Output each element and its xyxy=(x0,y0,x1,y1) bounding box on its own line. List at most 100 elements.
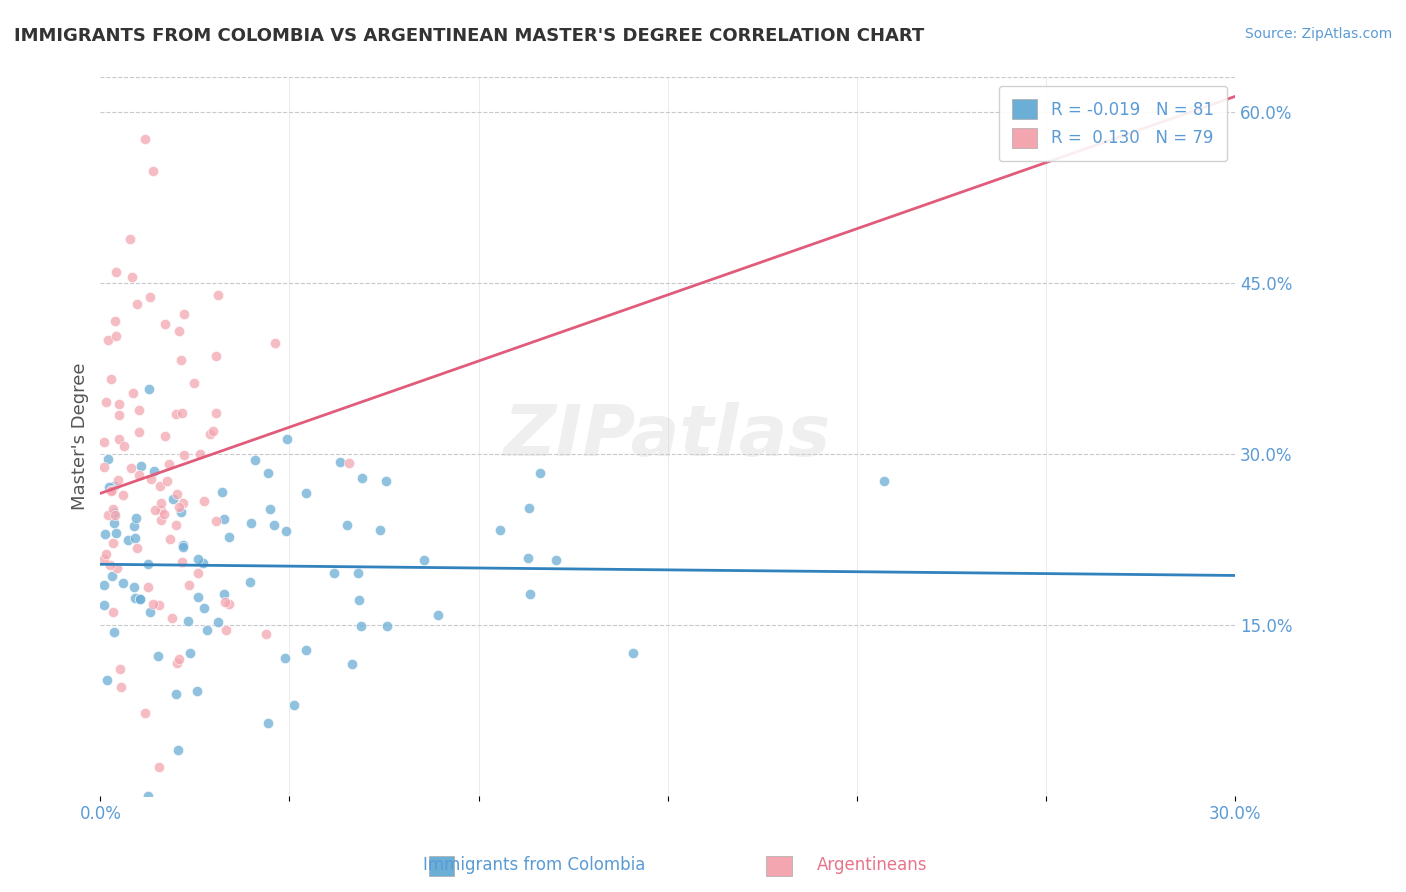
Point xyxy=(143,464,166,478)
Point xyxy=(103,624,125,639)
Point xyxy=(134,132,156,146)
Point xyxy=(150,502,173,516)
Point xyxy=(172,538,194,552)
Point xyxy=(218,530,240,544)
Point xyxy=(142,597,165,611)
Point xyxy=(118,232,141,246)
Point xyxy=(124,591,146,605)
Point xyxy=(107,473,129,487)
Point xyxy=(188,447,211,461)
Point xyxy=(94,548,117,562)
Point xyxy=(347,593,370,607)
Point xyxy=(104,265,127,279)
Point xyxy=(529,467,551,481)
Point xyxy=(172,495,194,509)
Point xyxy=(170,505,193,519)
Text: ZIPatlas: ZIPatlas xyxy=(505,402,831,471)
Point xyxy=(139,605,162,619)
Point xyxy=(329,454,352,468)
Point xyxy=(94,527,117,541)
Point xyxy=(94,394,117,409)
Point xyxy=(93,598,115,612)
Point xyxy=(162,491,184,506)
Point xyxy=(347,566,370,580)
Point xyxy=(172,541,194,555)
Point xyxy=(159,533,181,547)
Point xyxy=(157,457,180,471)
Point xyxy=(264,336,287,351)
Point xyxy=(139,472,162,486)
Text: Source: ZipAtlas.com: Source: ZipAtlas.com xyxy=(1244,27,1392,41)
Point xyxy=(295,486,318,500)
Point xyxy=(101,569,124,583)
Point xyxy=(374,475,396,489)
Point xyxy=(336,518,359,533)
Point xyxy=(152,507,174,521)
Point xyxy=(105,561,128,575)
Point xyxy=(218,597,240,611)
Point xyxy=(193,494,215,508)
Point xyxy=(103,516,125,530)
Point xyxy=(127,541,149,555)
Point xyxy=(104,526,127,541)
Point xyxy=(93,552,115,566)
Point xyxy=(120,461,142,475)
Point xyxy=(143,503,166,517)
Point xyxy=(104,314,127,328)
Point xyxy=(128,403,150,417)
Point xyxy=(169,324,191,338)
Point xyxy=(240,516,263,530)
Point xyxy=(155,317,177,331)
Point xyxy=(177,577,200,591)
Point xyxy=(150,513,173,527)
Point xyxy=(125,296,148,310)
Point xyxy=(131,459,153,474)
Point xyxy=(100,483,122,498)
Point xyxy=(101,535,124,549)
Point xyxy=(124,580,146,594)
Point xyxy=(239,574,262,589)
Point xyxy=(165,686,187,700)
Point xyxy=(274,651,297,665)
Point xyxy=(108,397,131,411)
Point xyxy=(101,605,124,619)
Point xyxy=(111,488,134,502)
Point xyxy=(214,595,236,609)
Point xyxy=(101,483,124,497)
Point xyxy=(139,290,162,304)
Point xyxy=(259,501,281,516)
Text: Argentineans: Argentineans xyxy=(817,856,927,874)
Point xyxy=(214,511,236,525)
Point xyxy=(134,706,156,720)
Point xyxy=(165,408,187,422)
Point xyxy=(413,553,436,567)
Point xyxy=(107,409,129,423)
Point xyxy=(621,646,644,660)
Point xyxy=(179,646,201,660)
Point xyxy=(125,511,148,525)
Point xyxy=(186,683,208,698)
Point xyxy=(103,479,125,493)
Point xyxy=(149,496,172,510)
Point xyxy=(156,475,179,489)
Point xyxy=(112,439,135,453)
Point xyxy=(187,590,209,604)
Point xyxy=(207,615,229,629)
Point xyxy=(104,508,127,523)
Point xyxy=(100,371,122,385)
Point xyxy=(350,618,373,632)
Point xyxy=(93,434,115,449)
Point xyxy=(166,487,188,501)
Point xyxy=(124,531,146,545)
Point xyxy=(519,587,541,601)
Point xyxy=(136,789,159,803)
Point xyxy=(256,466,278,480)
Point xyxy=(173,308,195,322)
Point xyxy=(517,501,540,516)
Point xyxy=(124,518,146,533)
Point xyxy=(103,507,125,521)
Point xyxy=(211,484,233,499)
Point xyxy=(96,673,118,687)
Point xyxy=(191,556,214,570)
Point xyxy=(207,288,229,302)
